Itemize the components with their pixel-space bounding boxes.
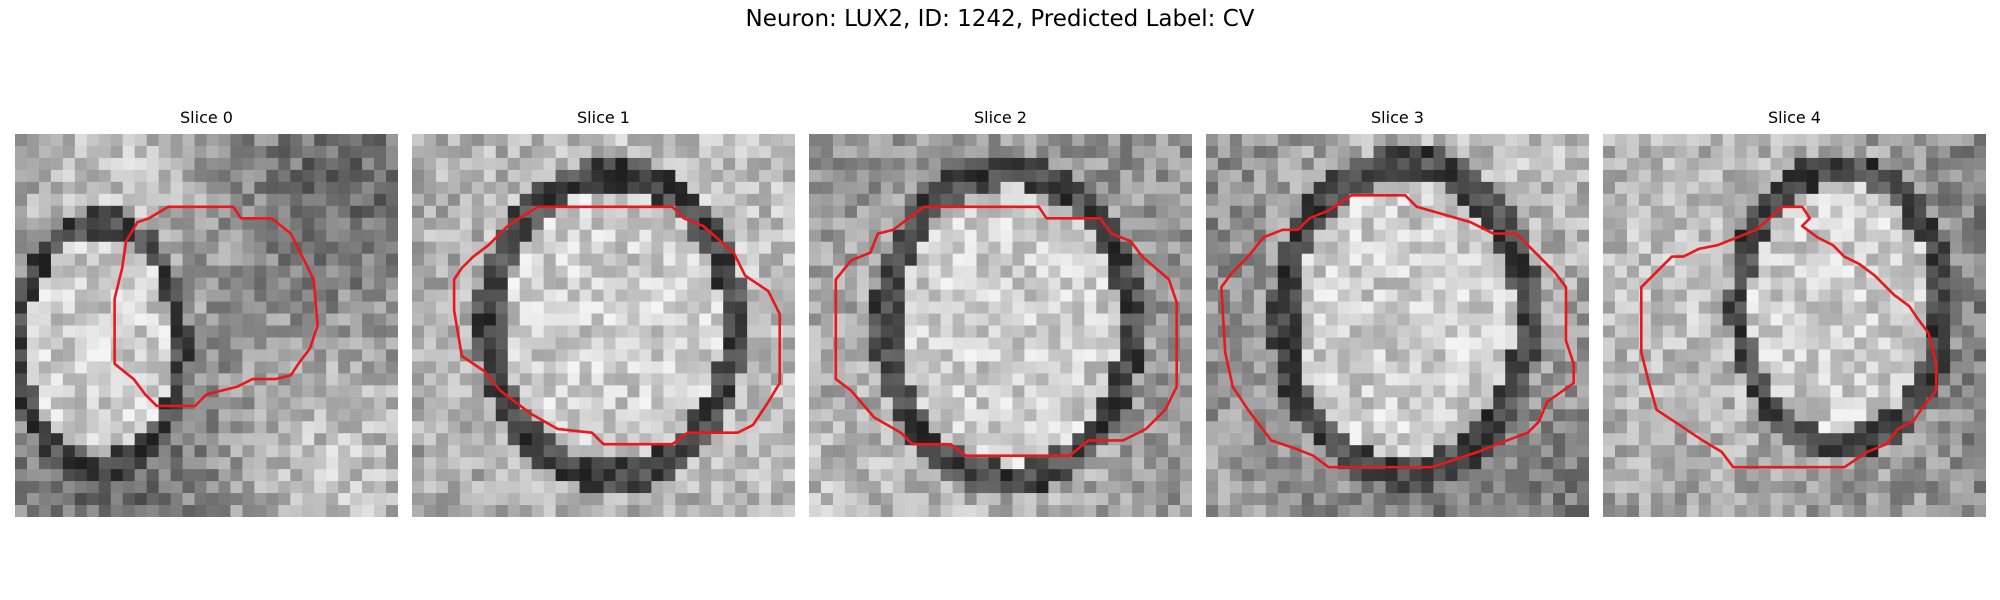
segmentation-contour — [113, 205, 319, 408]
slice-title: Slice 2 — [974, 108, 1027, 127]
segmentation-contour — [1639, 205, 1938, 469]
segmentation-contour — [1220, 193, 1576, 469]
slice-image — [412, 134, 795, 517]
slice-svg — [412, 134, 795, 517]
slice-title: Slice 1 — [577, 108, 630, 127]
slice-image — [1206, 134, 1589, 517]
slice-image — [1603, 134, 1986, 517]
slice-svg — [1206, 134, 1589, 517]
slice-image — [15, 134, 398, 517]
slice-title: Slice 3 — [1371, 108, 1424, 127]
segmentation-contour — [452, 205, 782, 446]
slice-title: Slice 0 — [180, 108, 233, 127]
slice-svg — [809, 134, 1192, 517]
slice-title: Slice 4 — [1768, 108, 1821, 127]
segmentation-contour — [834, 205, 1179, 458]
slice-image — [809, 134, 1192, 517]
slice-svg — [1603, 134, 1986, 517]
figure-title: Neuron: LUX2, ID: 1242, Predicted Label:… — [745, 6, 1255, 32]
slice-svg — [15, 134, 398, 517]
